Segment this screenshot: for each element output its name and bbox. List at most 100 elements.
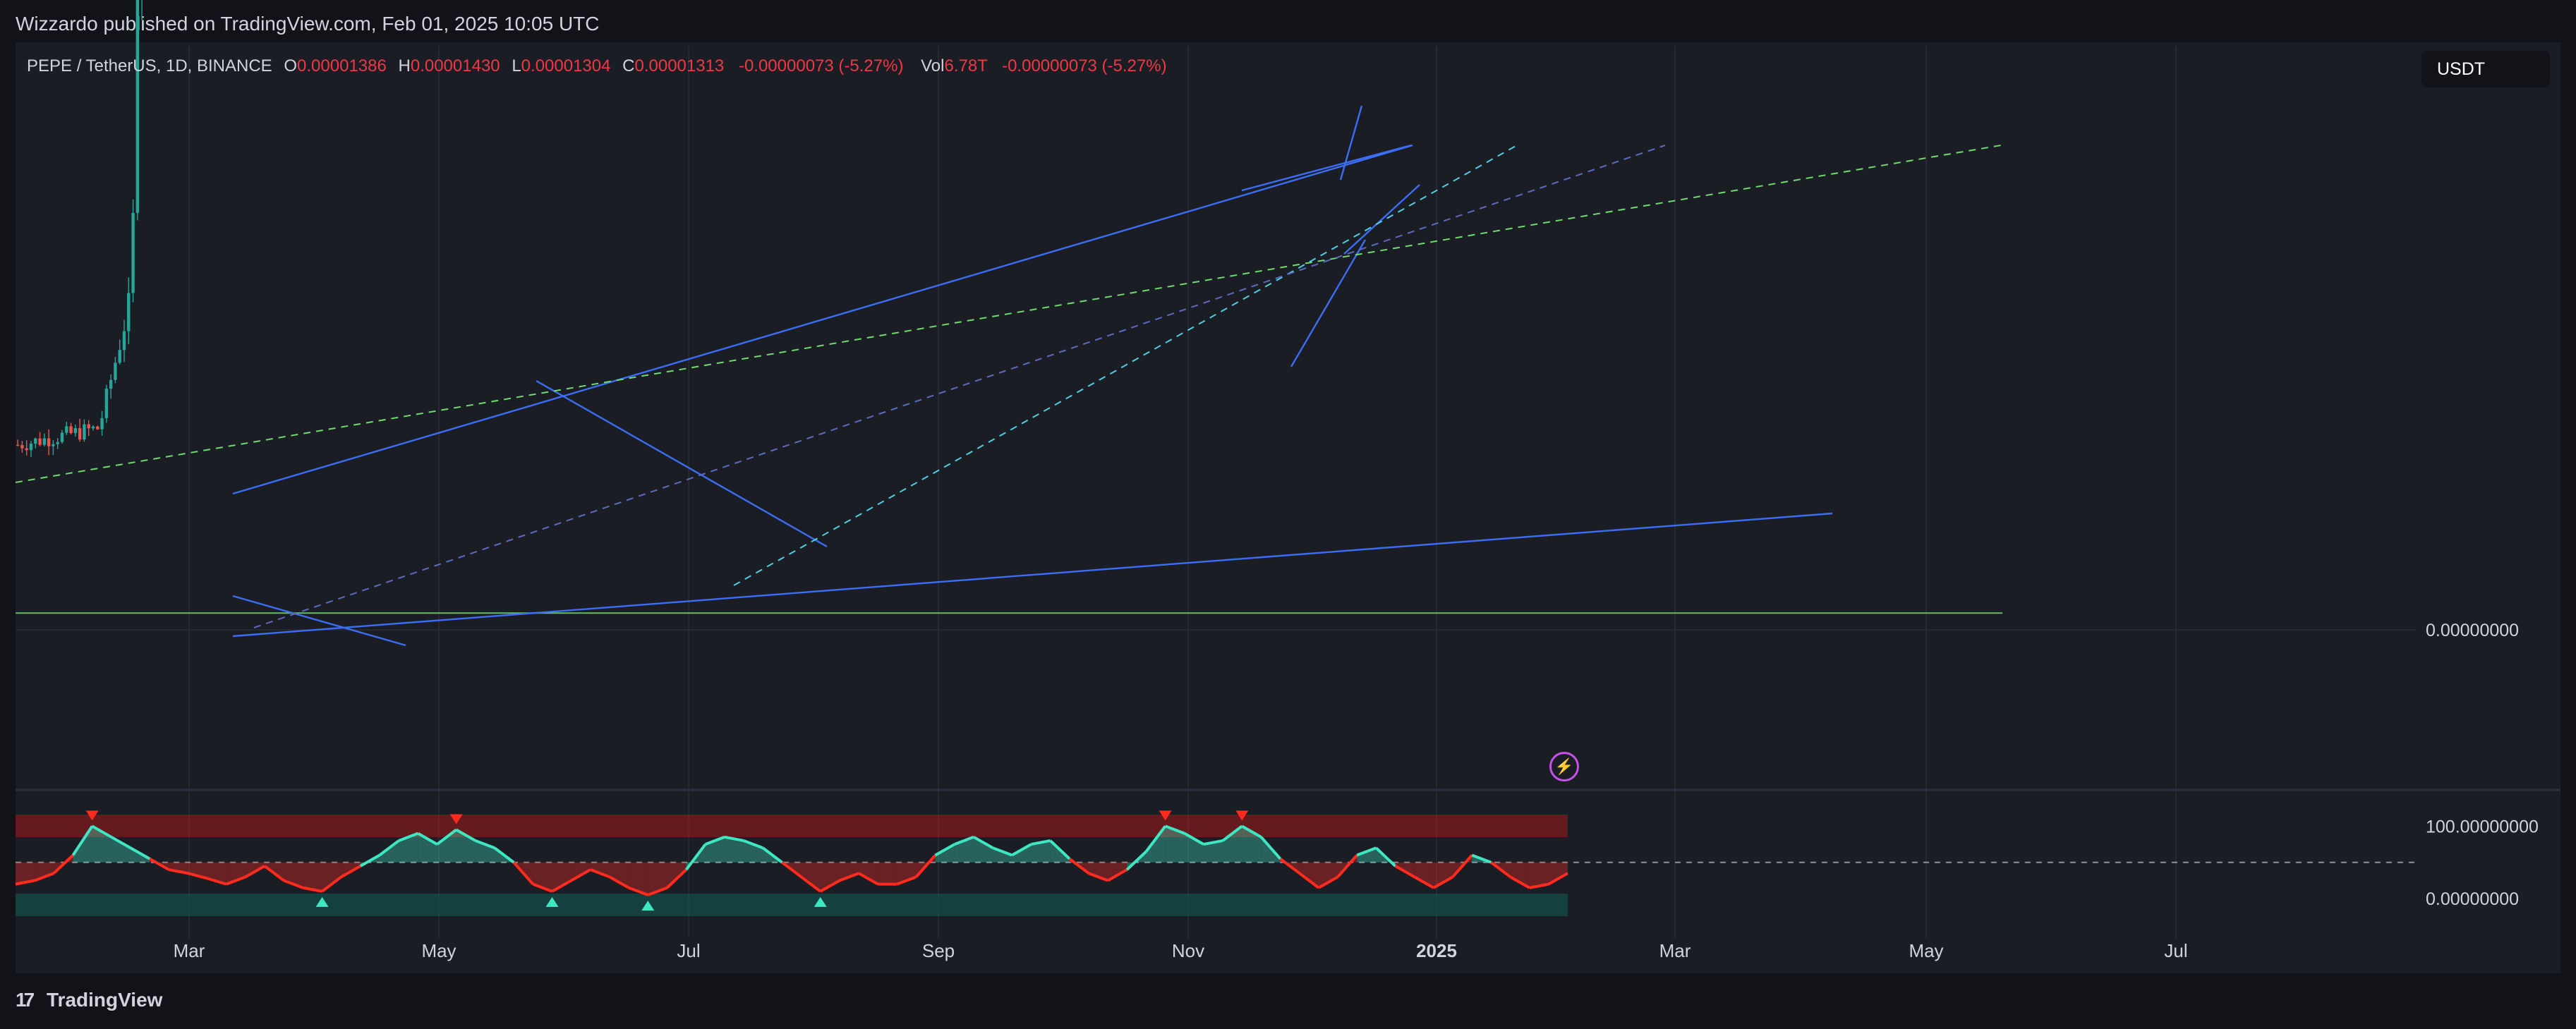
buy-signal-triangle <box>814 896 827 907</box>
indicator-line <box>666 868 687 889</box>
indicator-fill <box>1146 826 1166 863</box>
indicator-line <box>244 865 266 879</box>
indicator-line <box>455 828 476 842</box>
indicator-y-tick-label: 0.00000000 <box>2426 889 2519 909</box>
indicator-line <box>1011 843 1032 857</box>
indicator-fill <box>169 862 188 874</box>
candle-body <box>78 428 82 440</box>
sell-signal-triangle <box>449 814 463 824</box>
symbol-legend: PEPE / TetherUS, 1D, BINANCE O0.00001386… <box>27 56 1167 76</box>
indicator-fill <box>859 862 878 884</box>
lightning-icon[interactable]: ⚡ <box>1549 752 1579 781</box>
trend-line <box>1290 239 1367 367</box>
low-value: 0.00001304 <box>521 56 611 75</box>
indicator-fill <box>801 862 821 891</box>
indicator-line <box>1317 875 1339 889</box>
candle-body <box>109 379 113 389</box>
indicator-fill <box>1184 833 1204 863</box>
indicator-line <box>1413 875 1434 889</box>
currency-button[interactable]: USDT <box>2421 51 2550 87</box>
x-tick-label: 2025 <box>1416 940 1457 961</box>
indicator-line <box>1432 875 1454 889</box>
indicator-line <box>1203 839 1223 846</box>
candle-body <box>104 389 109 418</box>
x-tick-label: May <box>1909 940 1943 961</box>
x-tick-label: May <box>421 940 456 961</box>
symbol-title[interactable]: PEPE / TetherUS, 1D, BINANCE <box>27 56 272 75</box>
trend-line <box>232 595 406 647</box>
indicator-line <box>1088 872 1108 882</box>
indicator-fill <box>724 836 744 863</box>
indicator-line <box>705 835 725 846</box>
candle-body <box>52 444 55 446</box>
y-tick-label: 0.00000000 <box>2426 621 2519 640</box>
indicator-line <box>608 875 630 889</box>
indicator-fill <box>360 855 380 866</box>
indicator-line <box>1298 872 1320 889</box>
x-tick-label: Mar <box>174 940 205 961</box>
high-label: H <box>398 56 411 75</box>
tradingview-logo[interactable]: 17 TradingView <box>16 989 162 1011</box>
dashed-trend-line <box>253 145 1666 628</box>
indicator-line <box>839 872 859 882</box>
indicator-fill <box>1433 862 1453 888</box>
indicator-line <box>1183 832 1204 846</box>
indicator-fill <box>590 862 610 877</box>
indicator-line <box>551 879 572 893</box>
indicator-line <box>1451 854 1473 878</box>
indicator-line <box>226 875 246 886</box>
indicator-line <box>1144 825 1167 853</box>
candle-body <box>56 442 59 444</box>
indicator-line <box>475 839 495 850</box>
candle-body <box>16 444 20 446</box>
indicator-line <box>1068 858 1090 875</box>
candle-body <box>100 418 104 430</box>
indicator-fill <box>1529 862 1549 888</box>
trend-line <box>232 144 1413 495</box>
indicator-fill <box>935 844 955 863</box>
brand-name: TradingView <box>47 989 163 1011</box>
tv-logo-icon: 17 <box>16 989 35 1011</box>
indicator-fill <box>35 862 54 881</box>
indicator-line <box>590 868 610 879</box>
candle-body <box>42 438 47 445</box>
indicator-line <box>1375 846 1396 867</box>
sell-signal-triangle <box>1159 810 1172 821</box>
indicator-fill <box>533 862 552 891</box>
indicator-line <box>52 854 74 875</box>
indicator-line <box>303 886 322 893</box>
sell-signal-triangle <box>85 810 99 821</box>
indicator-fill <box>303 862 322 891</box>
candle-body <box>47 438 51 446</box>
indicator-line <box>1471 853 1492 864</box>
x-tick-label: Sep <box>922 940 955 961</box>
candle-body <box>25 448 28 451</box>
candle-body <box>83 424 86 440</box>
vol-value: 6.78T <box>944 56 988 75</box>
indicator-fill <box>648 862 667 896</box>
indicator-line <box>436 828 457 846</box>
candle-body <box>60 432 64 442</box>
indicator-fill <box>974 836 993 863</box>
overbought-band <box>16 815 1568 837</box>
indicator-fill <box>1203 840 1223 863</box>
indicator-line <box>359 853 381 867</box>
trend-line <box>1241 144 1412 192</box>
indicator-line <box>915 854 937 878</box>
indicator-fill <box>418 833 437 863</box>
indicator-fill <box>1031 840 1051 863</box>
indicator-line <box>417 832 438 846</box>
trend-line <box>232 512 1833 638</box>
vol-change-value: -0.00000073 (-5.27%) <box>1002 56 1167 75</box>
candle-body <box>122 331 126 351</box>
indicator-fill <box>897 862 917 884</box>
indicator-line <box>1336 854 1358 878</box>
candle-body <box>34 438 37 444</box>
candle-body <box>96 426 99 430</box>
indicator-line <box>1241 824 1262 839</box>
indicator-fill <box>111 836 131 863</box>
indicator-line <box>1164 824 1185 835</box>
trend-line <box>1339 105 1363 181</box>
dashed-trend-line <box>733 145 1518 586</box>
